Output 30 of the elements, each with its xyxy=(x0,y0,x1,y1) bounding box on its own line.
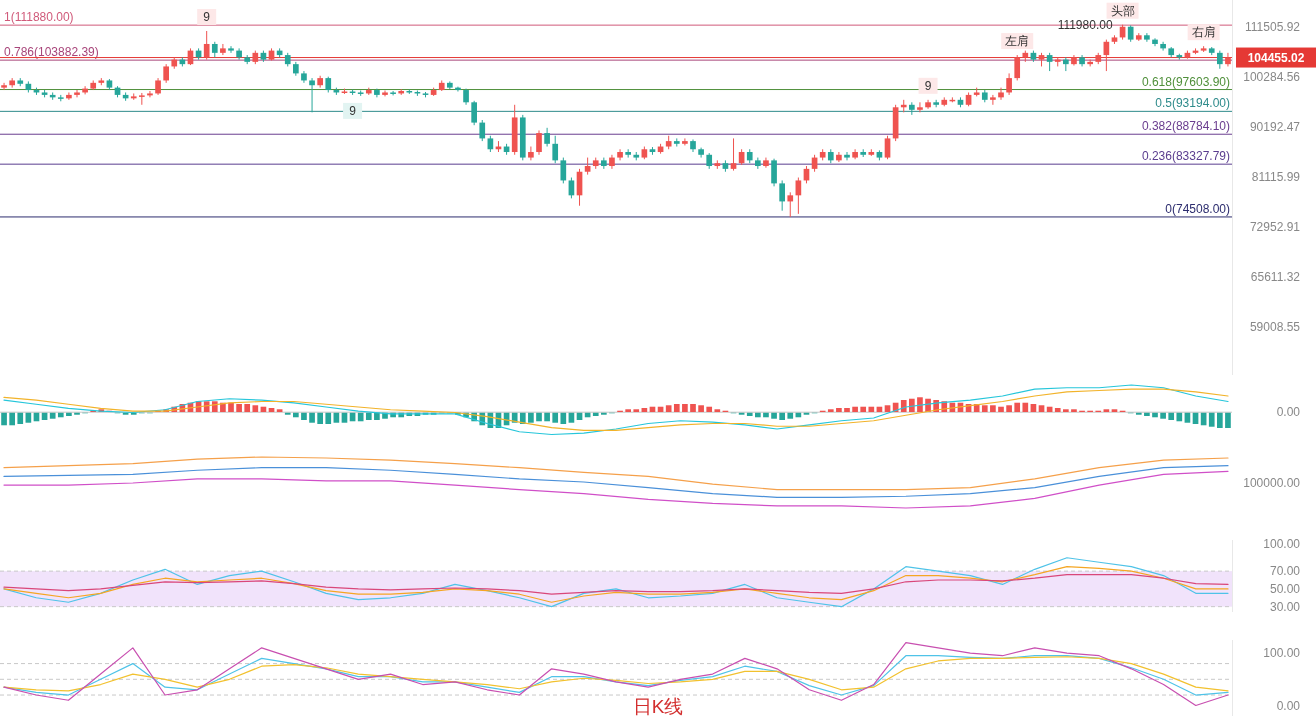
annotation: 左肩 xyxy=(1005,34,1030,49)
annotation: 9 xyxy=(203,9,211,24)
y-tick-label: 111505.92 xyxy=(1245,19,1301,34)
annotation: 111980.00 xyxy=(1057,17,1113,32)
y-tick-label: 100.00 xyxy=(1263,537,1301,552)
ref-line-label: 0.5(93194.00) xyxy=(1155,96,1230,111)
y-tick-label: 0.00 xyxy=(1276,698,1301,713)
y-tick-label: 50.00 xyxy=(1269,581,1301,596)
ref-line-label: 104455.02 xyxy=(1247,51,1305,66)
annotation: 9 xyxy=(924,78,932,93)
ref-line-label: 0.236(83327.79) xyxy=(1141,149,1230,164)
y-tick-label: 65611.32 xyxy=(1250,269,1301,284)
y-tick-label: 81115.99 xyxy=(1251,169,1301,184)
y-tick-label: 100.00 xyxy=(1263,646,1301,661)
annotation: 右肩 xyxy=(1191,25,1216,40)
ref-line-label: 0.786(103882.39) xyxy=(4,45,99,60)
y-tick-label: 100284.56 xyxy=(1243,69,1301,84)
annotation: 日K线 xyxy=(632,696,684,717)
y-tick-label: 30.00 xyxy=(1269,599,1301,614)
annotation: 100000.00 xyxy=(1243,475,1301,490)
ref-line-label: 1(111880.00) xyxy=(4,10,74,25)
y-tick-label: 72952.91 xyxy=(1249,219,1301,234)
y-tick-label: 70.00 xyxy=(1269,564,1301,579)
annotation: 9 xyxy=(349,103,357,118)
ref-line-label: 0.382(88784.10) xyxy=(1141,119,1230,134)
y-tick-label: 90192.47 xyxy=(1249,119,1301,134)
ref-line-label: 0(74508.00) xyxy=(1165,201,1230,216)
y-tick-label: 59008.55 xyxy=(1249,319,1301,334)
ref-line-label: 0.618(97603.90) xyxy=(1141,74,1230,89)
annotation: 头部 xyxy=(1110,3,1135,18)
